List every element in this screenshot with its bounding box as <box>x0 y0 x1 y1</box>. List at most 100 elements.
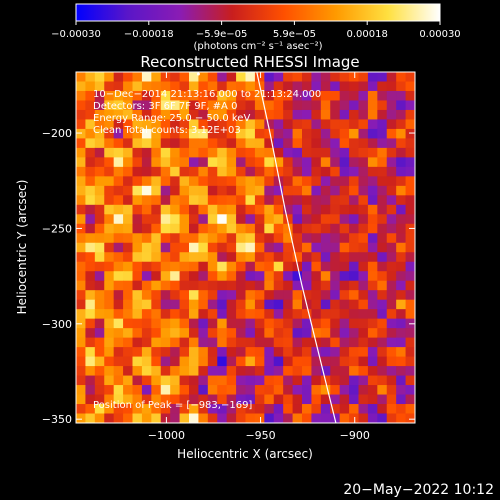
heatmap-cell <box>264 280 275 291</box>
heatmap-cell <box>330 176 341 187</box>
heatmap-cell <box>302 404 312 415</box>
heatmap-cell <box>85 299 96 310</box>
heatmap-cell <box>207 299 218 310</box>
heatmap-cell <box>113 185 124 196</box>
heatmap-cell <box>405 356 415 367</box>
heatmap-cell <box>330 299 341 310</box>
heatmap-cell <box>367 299 378 310</box>
heatmap-cell <box>207 100 218 111</box>
heatmap-cell <box>189 280 199 291</box>
heatmap-cell <box>349 375 359 386</box>
heatmap-cell <box>302 356 312 367</box>
heatmap-cell <box>358 375 369 386</box>
heatmap-cell <box>151 119 162 130</box>
heatmap-cell <box>245 252 256 263</box>
heatmap-cell <box>132 299 143 310</box>
heatmap-cell <box>236 299 246 310</box>
heatmap-cell <box>85 100 96 111</box>
heatmap-cell <box>226 366 237 377</box>
heatmap-cell <box>104 90 115 101</box>
heatmap-cell <box>179 90 190 101</box>
heatmap-cell <box>292 195 303 206</box>
heatmap-cell <box>141 81 152 92</box>
heatmap-cell <box>273 90 284 101</box>
heatmap-cell <box>236 242 246 253</box>
heatmap-cell <box>320 128 331 139</box>
heatmap-cell <box>104 356 115 367</box>
heatmap-cell <box>170 309 181 320</box>
heatmap-cell <box>76 166 86 177</box>
heatmap-cell <box>226 176 237 187</box>
heatmap-cell <box>311 176 322 187</box>
heatmap-cell <box>132 404 143 415</box>
heatmap-cell <box>132 195 143 206</box>
heatmap-cell <box>151 223 162 234</box>
heatmap-cell <box>76 271 86 282</box>
heatmap-cell <box>236 404 246 415</box>
heatmap-cell <box>283 261 294 272</box>
heatmap-cell <box>386 166 397 177</box>
heatmap-cell <box>76 290 86 301</box>
heatmap-cell <box>311 375 322 386</box>
heatmap-cell <box>254 328 265 339</box>
heatmap-cell <box>358 72 369 82</box>
heatmap-cell <box>320 204 331 215</box>
heatmap-cell <box>396 223 407 234</box>
heatmap-cell <box>245 72 256 82</box>
heatmap-cell <box>264 318 275 329</box>
heatmap-cell <box>358 280 369 291</box>
heatmap-cell <box>123 394 133 405</box>
heatmap-cell <box>170 347 181 358</box>
heatmap-cell <box>207 72 218 82</box>
heatmap-cell <box>141 404 152 415</box>
heatmap-cell <box>405 252 415 263</box>
heatmap-cell <box>283 328 294 339</box>
heatmap-cell <box>367 261 378 272</box>
heatmap-cell <box>179 100 190 111</box>
heatmap-cell <box>236 233 246 244</box>
heatmap-cell <box>330 328 341 339</box>
heatmap-cell <box>311 271 322 282</box>
heatmap-cell <box>264 385 275 396</box>
heatmap-cell <box>273 72 284 82</box>
heatmap-cell <box>349 157 359 168</box>
heatmap-cell <box>217 366 228 377</box>
heatmap-cell <box>292 90 303 101</box>
heatmap-cell <box>283 356 294 367</box>
heatmap-cell <box>320 290 331 301</box>
heatmap-cell <box>76 394 86 405</box>
heatmap-cell <box>198 309 209 320</box>
heatmap-cell <box>377 223 388 234</box>
heatmap-cell <box>179 128 190 139</box>
heatmap-cell <box>358 271 369 282</box>
heatmap-cell <box>283 72 294 82</box>
heatmap-cell <box>94 119 105 130</box>
heatmap-cell <box>198 233 209 244</box>
heatmap-cell <box>405 347 415 358</box>
heatmap-cell <box>113 356 124 367</box>
heatmap-cell <box>151 128 162 139</box>
heatmap-cell <box>160 138 171 149</box>
heatmap-cell <box>113 328 124 339</box>
heatmap-cell <box>339 100 350 111</box>
heatmap-cell <box>170 271 181 282</box>
heatmap-cell <box>339 375 350 386</box>
heatmap-cell <box>349 366 359 377</box>
heatmap-cell <box>179 176 190 187</box>
heatmap-cell <box>283 394 294 405</box>
heatmap-cell <box>179 185 190 196</box>
heatmap-cell <box>198 195 209 206</box>
heatmap-cell <box>160 176 171 187</box>
heatmap-cell <box>367 185 378 196</box>
heatmap-cell <box>396 195 407 206</box>
heatmap-cell <box>207 185 218 196</box>
heatmap-cell <box>396 271 407 282</box>
heatmap-cell <box>386 138 397 149</box>
heatmap-cell <box>367 309 378 320</box>
heatmap-cell <box>85 176 96 187</box>
heatmap-cell <box>245 337 256 348</box>
heatmap-cell <box>179 261 190 272</box>
heatmap-cell <box>330 109 341 120</box>
heatmap-cell <box>141 195 152 206</box>
heatmap-cell <box>113 100 124 111</box>
